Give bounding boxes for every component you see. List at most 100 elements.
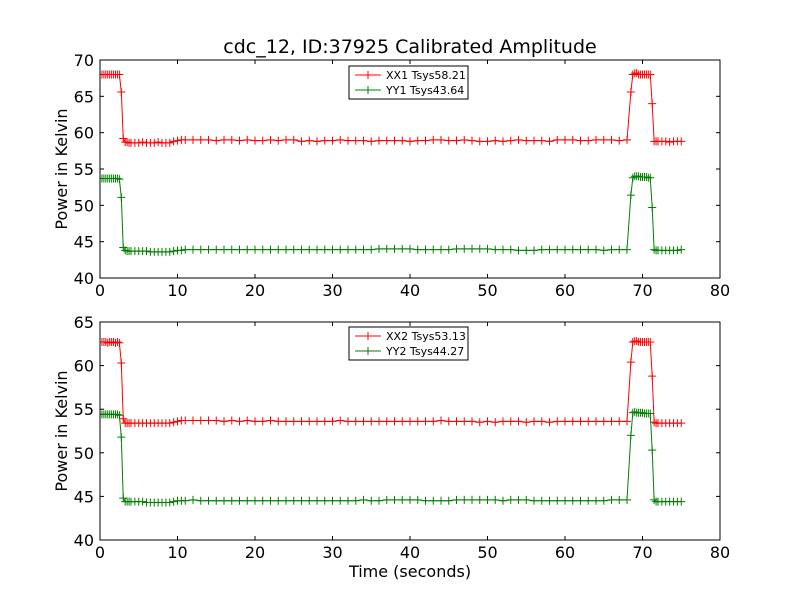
data-point — [274, 245, 283, 254]
x-tick-label: 10 — [167, 543, 187, 562]
data-point — [607, 495, 616, 504]
data-point — [626, 191, 635, 200]
data-point — [220, 417, 228, 426]
data-point — [289, 245, 298, 254]
data-point — [406, 137, 414, 146]
data-point — [545, 245, 554, 254]
data-point — [537, 245, 546, 254]
data-point — [328, 136, 337, 145]
data-point — [514, 135, 523, 144]
data-point — [382, 136, 391, 145]
data-point — [313, 245, 321, 254]
data-point — [227, 496, 236, 505]
data-point — [266, 135, 275, 144]
data-point — [421, 496, 430, 505]
x-tick-label: 0 — [95, 281, 105, 300]
data-point — [522, 246, 531, 255]
data-point — [328, 245, 337, 254]
data-point — [444, 245, 453, 254]
legend-label: YY1 Tsys43.64 — [385, 84, 464, 97]
data-point — [650, 495, 659, 504]
data-point — [328, 417, 337, 426]
plot-area — [100, 337, 686, 507]
data-point — [475, 244, 484, 253]
data-point — [119, 494, 128, 503]
data-point — [576, 417, 585, 426]
y-tick-label: 50 — [74, 444, 94, 463]
data-point — [305, 496, 314, 505]
data-point — [568, 496, 577, 505]
y-tick-label: 55 — [74, 160, 94, 179]
data-point — [530, 417, 538, 426]
data-point — [113, 410, 122, 419]
data-point — [398, 417, 407, 426]
data-point — [169, 247, 178, 256]
data-point — [437, 245, 445, 254]
data-point — [351, 136, 360, 145]
data-point — [638, 408, 647, 417]
data-point — [297, 245, 306, 254]
data-point — [413, 417, 422, 426]
data-point — [452, 417, 461, 426]
data-point — [429, 135, 438, 144]
data-point — [665, 138, 674, 147]
data-point — [592, 245, 600, 254]
data-point — [522, 136, 531, 145]
data-point — [468, 136, 476, 145]
data-point — [537, 417, 546, 426]
data-point — [181, 416, 190, 425]
data-point — [313, 417, 321, 426]
data-point — [117, 358, 126, 367]
data-point — [545, 418, 554, 427]
data-point — [119, 134, 128, 143]
x-tick-label: 60 — [555, 543, 575, 562]
data-point — [382, 244, 391, 253]
data-point — [444, 496, 453, 505]
data-point — [243, 135, 252, 144]
x-tick-label: 80 — [710, 281, 730, 300]
data-point — [506, 136, 515, 145]
data-point — [584, 496, 593, 505]
data-point — [545, 496, 554, 505]
data-point — [673, 246, 682, 255]
data-point — [117, 193, 126, 202]
data-point — [530, 136, 538, 145]
data-point — [406, 244, 414, 253]
data-point — [320, 136, 329, 145]
x-tick-label: 80 — [710, 543, 730, 562]
subplot-2: 0 10 20 30 40 50 60 70 80 40 45 50 55 60 65 Power in Ke… — [52, 313, 730, 581]
data-point — [506, 495, 515, 504]
data-point — [483, 137, 492, 146]
data-point — [305, 136, 314, 145]
data-point — [545, 137, 554, 146]
x-tick-label: 50 — [477, 543, 497, 562]
data-point — [592, 496, 600, 505]
plots-container: 0 10 20 30 40 50 60 70 80 40 45 50 55 60 65 70 Power in … — [52, 51, 730, 581]
data-point — [165, 419, 174, 428]
data-point — [460, 417, 469, 426]
data-point — [437, 496, 445, 505]
data-point — [576, 496, 585, 505]
data-point — [623, 245, 631, 254]
data-point — [444, 136, 453, 145]
y-tick-label: 60 — [74, 357, 94, 376]
data-point — [251, 245, 259, 254]
data-point — [138, 138, 147, 147]
data-point — [344, 136, 352, 145]
data-point — [406, 495, 414, 504]
data-point — [483, 417, 492, 426]
y-axis-label: Power in Kelvin — [52, 370, 71, 491]
data-point — [266, 496, 275, 505]
data-point — [599, 417, 608, 426]
data-point — [282, 417, 290, 426]
data-point — [351, 496, 360, 505]
data-point — [115, 338, 124, 347]
data-point — [274, 496, 283, 505]
data-point — [626, 358, 635, 367]
data-point — [444, 417, 453, 426]
legend-box — [348, 326, 469, 361]
data-point — [189, 416, 197, 425]
y-tick-label: 45 — [74, 487, 94, 506]
data-point — [599, 496, 608, 505]
